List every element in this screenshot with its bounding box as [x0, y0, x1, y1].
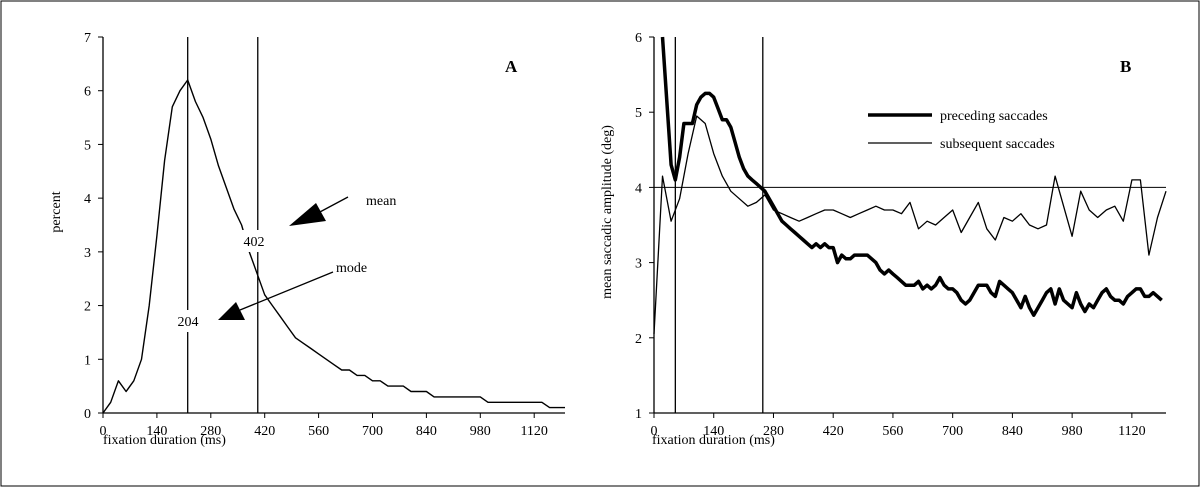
x-tick-label: 140	[146, 424, 167, 439]
y-tick-label: 2	[84, 300, 91, 315]
x-tick-label: 560	[308, 424, 329, 439]
x-tick-label: 420	[823, 424, 844, 439]
annotation-mean-value: 402	[244, 235, 265, 250]
legend: preceding saccades subsequent saccades	[868, 109, 1055, 152]
y-tick-label: 3	[635, 257, 642, 272]
x-tick-label: 0	[651, 424, 658, 439]
panel-a-y-axis-title: percent	[49, 191, 64, 232]
panel-a-letter: A	[505, 57, 518, 76]
panel-b-y-axis-title: mean saccadic amplitude (deg)	[600, 125, 615, 299]
series-subsequent-saccades-line	[653, 115, 1167, 335]
y-tick-label: 0	[84, 407, 91, 422]
x-tick-label: 840	[416, 424, 437, 439]
annotation-mode-value-bg	[170, 310, 206, 332]
y-tick-label: 3	[84, 246, 91, 261]
y-tick-label: 6	[635, 31, 642, 46]
y-tick-label: 5	[84, 138, 91, 153]
annotation-mean-label: mean	[366, 194, 396, 209]
y-tick-label: 2	[635, 332, 642, 347]
series-preceding-saccades-line	[660, 36, 1163, 317]
y-tick-label: 6	[84, 85, 91, 100]
x-tick-label: 700	[942, 424, 963, 439]
y-tick-label: 1	[84, 353, 91, 368]
x-tick-label: 980	[1062, 424, 1083, 439]
x-tick-label: 1120	[520, 424, 547, 439]
x-tick-label: 420	[254, 424, 275, 439]
x-tick-label: 560	[882, 424, 903, 439]
x-tick-label: 1120	[1118, 424, 1145, 439]
x-tick-label: 280	[200, 424, 221, 439]
panel-b-x-axis-title: fixation duration (ms)	[652, 433, 775, 448]
y-tick-label: 1	[635, 407, 642, 422]
panel-a-chart: 0 1 2 3 4 5 6 7 0 140 280 420 560 700 840 980 1120 A per…	[49, 31, 565, 448]
mode-arrow	[218, 271, 334, 320]
x-tick-label: 280	[763, 424, 784, 439]
panel-a-x-axis-title: fixation duration (ms)	[103, 433, 226, 448]
x-tick-label: 0	[100, 424, 107, 439]
annotation-mode-value: 204	[178, 315, 199, 330]
y-tick-label: 5	[635, 106, 642, 121]
x-tick-label: 840	[1002, 424, 1023, 439]
annotation-mode-label: mode	[336, 261, 367, 276]
series-line	[102, 79, 565, 414]
x-tick-label: 140	[703, 424, 724, 439]
legend-label-subsequent: subsequent saccades	[940, 137, 1055, 152]
annotation-mean-value-bg	[236, 230, 272, 252]
x-tick-label: 980	[470, 424, 491, 439]
x-tick-label: 700	[362, 424, 383, 439]
mean-arrow	[289, 196, 349, 226]
y-tick-label: 4	[84, 192, 91, 207]
y-tick-label: 7	[84, 31, 91, 46]
legend-label-preceding: preceding saccades	[940, 109, 1048, 124]
y-tick-label: 4	[635, 181, 642, 196]
panel-b-letter: B	[1120, 57, 1131, 76]
